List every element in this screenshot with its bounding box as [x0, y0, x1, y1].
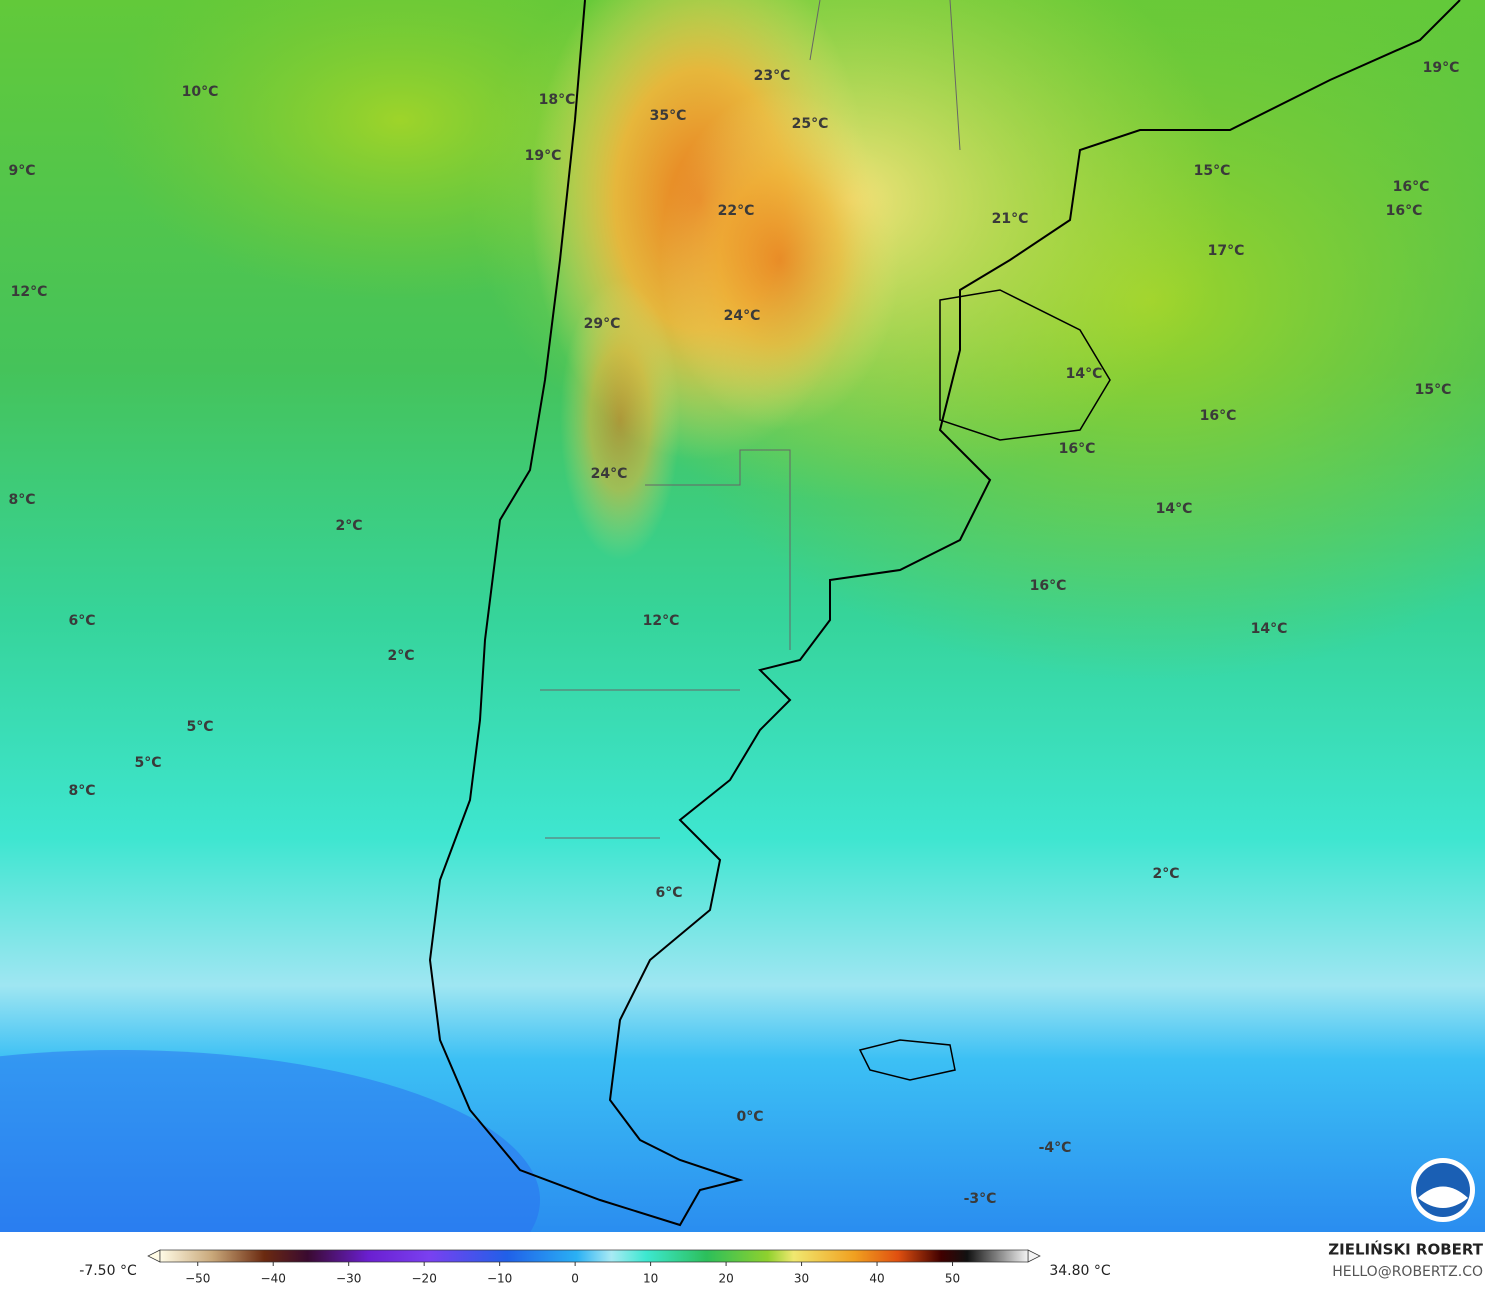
islands — [858, 1039, 956, 1081]
colorbar-tick-label: −20 — [412, 1272, 437, 1286]
temperature-label: 0°C — [736, 1109, 763, 1125]
temperature-label: 2°C — [335, 518, 362, 534]
temperature-label: 16°C — [1030, 578, 1067, 594]
hot-area — [560, 280, 680, 560]
temperature-label: 12°C — [643, 613, 680, 629]
colorbar — [159, 1249, 1029, 1263]
temperature-label: 6°C — [68, 613, 95, 629]
colorbar-tick-label: −10 — [487, 1272, 512, 1286]
temperature-label: 5°C — [134, 755, 161, 771]
temperature-label: 29°C — [584, 316, 621, 332]
temperature-label: 8°C — [8, 492, 35, 508]
temperature-label: 16°C — [1393, 179, 1430, 195]
colorbar-tick-label: 40 — [869, 1272, 884, 1286]
colorbar-tick-label: −30 — [336, 1272, 361, 1286]
credit-name: ZIELIŃSKI ROBERT — [1328, 1240, 1483, 1259]
colorbar-tick-label: 0 — [571, 1272, 579, 1286]
temperature-label: 19°C — [525, 148, 562, 164]
temperature-label: 12°C — [11, 284, 48, 300]
temperature-label: 16°C — [1386, 203, 1423, 219]
temperature-label: 2°C — [1152, 866, 1179, 882]
colorbar-max: 34.80 °C — [1049, 1263, 1111, 1279]
cold-area — [0, 1050, 540, 1291]
border — [939, 289, 1111, 441]
temperature-label: 10°C — [182, 84, 219, 100]
temperature-label: 35°C — [650, 108, 687, 124]
temperature-label: 5°C — [186, 719, 213, 735]
coastline — [428, 0, 1461, 1227]
temperature-label: 15°C — [1415, 382, 1452, 398]
noaa-logo — [1411, 1158, 1475, 1222]
temperature-label: 8°C — [68, 783, 95, 799]
temperature-label: 25°C — [792, 116, 829, 132]
temperature-label: 19°C — [1423, 60, 1460, 76]
colorbar-tick-label: 10 — [643, 1272, 658, 1286]
temperature-label: 17°C — [1208, 243, 1245, 259]
temperature-label: 15°C — [1194, 163, 1231, 179]
colorbar-min: -7.50 °C — [79, 1263, 137, 1279]
temperature-label: 18°C — [539, 92, 576, 108]
temperature-label: 14°C — [1156, 501, 1193, 517]
temperature-label: -4°C — [1039, 1140, 1072, 1156]
temperature-label: 24°C — [724, 308, 761, 324]
temperature-label: 14°C — [1251, 621, 1288, 637]
hot-area — [660, 90, 900, 430]
temperature-label: 6°C — [655, 885, 682, 901]
colorbar-tick-label: 50 — [945, 1272, 960, 1286]
temperature-label: 23°C — [754, 68, 791, 84]
colorbar-tick-label: 20 — [718, 1272, 733, 1286]
province-borders — [540, 0, 961, 839]
temperature-label: 22°C — [718, 203, 755, 219]
temperature-label: 9°C — [8, 163, 35, 179]
temperature-label: 16°C — [1200, 408, 1237, 424]
temperature-label: -3°C — [964, 1191, 997, 1207]
temperature-label: 14°C — [1066, 366, 1103, 382]
temperature-label: 2°C — [387, 648, 414, 664]
credit-email: HELLO@ROBERTZ.CO — [1332, 1264, 1483, 1280]
colorbar-tick-label: −40 — [261, 1272, 286, 1286]
colorbar-tick-label: −50 — [185, 1272, 210, 1286]
temperature-label: 24°C — [591, 466, 628, 482]
temperature-label: 16°C — [1059, 441, 1096, 457]
temperature-label: 21°C — [992, 211, 1029, 227]
colorbar-tick-label: 30 — [794, 1272, 809, 1286]
